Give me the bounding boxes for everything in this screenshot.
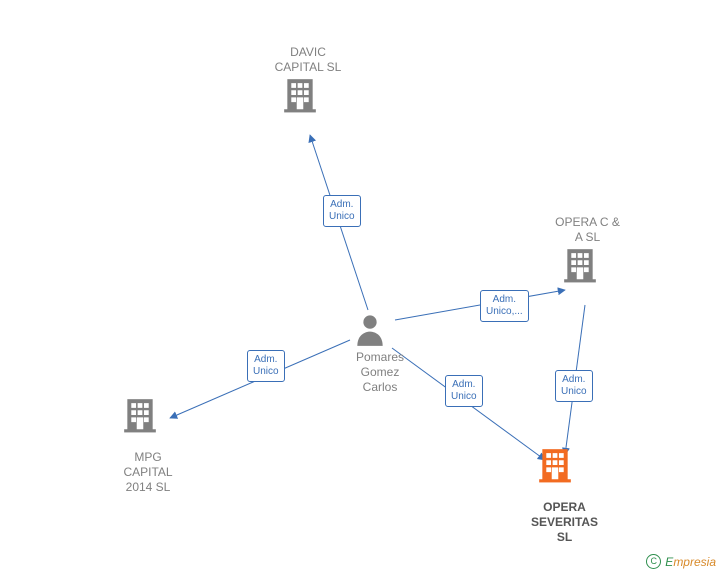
copyright-icon: C (646, 554, 661, 569)
edge-label: Adm. Unico (445, 375, 483, 407)
node-label-center: Pomares Gomez Carlos (345, 350, 415, 395)
footer-attribution: C Empresia (646, 554, 716, 569)
person-icon (351, 311, 389, 354)
building-icon (281, 76, 319, 119)
node-label-mpg: MPG CAPITAL 2014 SL (108, 450, 188, 495)
building-icon (561, 246, 599, 289)
node-label-davic: DAVIC CAPITAL SL (258, 45, 358, 75)
edge-label: Adm. Unico,... (480, 290, 529, 322)
edge-label: Adm. Unico (323, 195, 361, 227)
building-icon (121, 396, 159, 439)
node-label-operaca: OPERA C & A SL (540, 215, 635, 245)
node-label-severitas: OPERA SEVERITAS SL (517, 500, 612, 545)
edge-label: Adm. Unico (247, 350, 285, 382)
edge-label: Adm. Unico (555, 370, 593, 402)
footer-brand: Empresia (665, 555, 716, 569)
building-highlight-icon (536, 446, 574, 489)
